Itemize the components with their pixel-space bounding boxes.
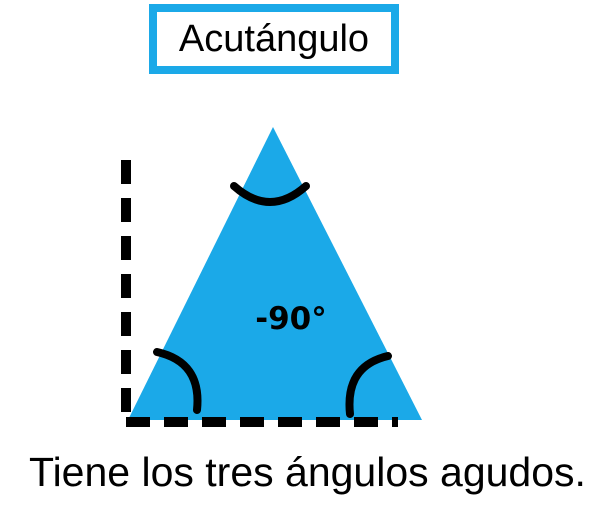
top-angle-arc [230, 182, 310, 206]
angle-label: -90° [255, 301, 327, 337]
acute-triangle [128, 127, 422, 420]
caption: Tiene los tres ángulos agudos. [29, 449, 586, 495]
page-title: Acutángulo [178, 18, 370, 60]
bottom-right-angle-arc [345, 352, 392, 418]
bottom-left-angle-arc [153, 348, 202, 414]
title-box: Acutángulo [149, 4, 399, 74]
